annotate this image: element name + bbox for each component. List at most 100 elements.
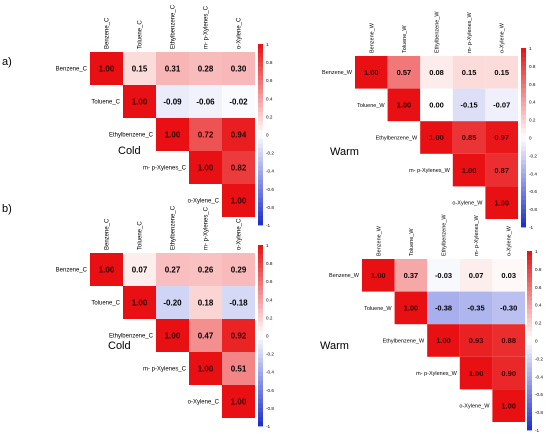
row-label: Ethylbenzene_C — [109, 334, 154, 340]
heatmap-cell — [452, 121, 486, 154]
colorbar-segment — [527, 313, 532, 319]
cell-value: 1.00 — [165, 331, 181, 340]
colorbar-segment — [521, 106, 526, 112]
colorbar-tick: -0.6 — [266, 187, 274, 192]
cell-value: 1.00 — [132, 97, 148, 106]
heatmap-cell — [189, 151, 222, 184]
cell-value: 1.00 — [132, 298, 148, 307]
heatmap-cell — [459, 291, 493, 325]
cell-value: 0.82 — [231, 163, 247, 172]
colorbar-segment — [521, 74, 526, 80]
colorbar-segment — [258, 330, 263, 336]
colorbar-segment — [521, 141, 526, 147]
colorbar-tick: -0.6 — [535, 392, 543, 397]
heatmap-cell — [492, 389, 525, 422]
heatmap-cell — [459, 259, 493, 292]
cell-value: 1.00 — [99, 265, 115, 274]
colorbar-segment — [521, 191, 526, 197]
colorbar-segment — [258, 290, 263, 296]
heatmap-cell — [452, 56, 486, 89]
heatmap-cell — [156, 319, 189, 352]
cell-value: -0.20 — [163, 298, 182, 307]
colorbar-tick: 0 — [529, 136, 532, 141]
heatmap-cell — [222, 286, 255, 319]
colorbar-segment — [527, 318, 532, 323]
column-label: Ethylbenzene_W — [435, 11, 441, 53]
colorbar-tick: -0.8 — [529, 207, 537, 212]
heatmap-cell — [485, 186, 518, 219]
heatmap-cell — [189, 286, 222, 319]
colorbar-tick: -0.2 — [266, 352, 274, 357]
colorbar-segment — [258, 340, 263, 345]
cell-value: -0.03 — [435, 271, 452, 280]
column-label: Toluene_C — [138, 20, 144, 49]
heatmap-cell — [222, 118, 255, 151]
colorbar-segment — [527, 349, 532, 355]
colorbar-segment — [527, 344, 532, 350]
cell-value: 0.37 — [404, 271, 419, 280]
row-label: m- p-Xylenes_C — [143, 367, 187, 373]
heatmap-cell — [156, 52, 189, 85]
cell-value: 0.18 — [198, 298, 214, 307]
row-label: Ethylbenzene_C — [109, 133, 154, 139]
colorbar-segment — [527, 403, 532, 409]
colorbar-segment — [527, 255, 532, 261]
heatmap-cell — [492, 259, 525, 292]
colorbar-segment — [258, 57, 263, 63]
cell-value: -0.38 — [435, 304, 452, 313]
colorbar-segment — [258, 321, 263, 327]
colorbar-segment — [258, 71, 263, 77]
colorbar-segment — [527, 251, 532, 256]
colorbar-segment — [521, 133, 526, 138]
colorbar-segment — [258, 202, 263, 208]
colorbar-segment — [258, 62, 263, 68]
heatmap-cell — [90, 253, 123, 286]
colorbar-segment — [527, 398, 532, 404]
cell-value: -0.15 — [461, 101, 478, 110]
heatmap-cell — [156, 253, 189, 286]
cell-value: 1.00 — [397, 101, 412, 110]
heatmap-cell — [427, 259, 460, 292]
heatmap-cell — [362, 259, 395, 292]
colorbar-tick: -0.6 — [266, 388, 274, 393]
row-label: o-Xylene_C — [188, 199, 220, 205]
cell-value: -0.06 — [196, 97, 215, 106]
column-label: Benzene_C — [105, 17, 111, 49]
colorbar-segment — [258, 349, 263, 354]
colorbar-segment — [258, 308, 263, 314]
colorbar-segment — [258, 398, 263, 404]
heatmap-cell — [222, 352, 255, 385]
column-label: Benzene_W — [369, 22, 375, 53]
cell-value: 1.00 — [198, 163, 214, 172]
colorbar-segment — [527, 327, 532, 332]
colorbar-segment — [258, 134, 263, 140]
colorbar-segment — [258, 403, 263, 409]
colorbar-tick: 1 — [529, 46, 532, 51]
colorbar-tick: -0.8 — [535, 410, 543, 415]
colorbar-segment — [258, 157, 263, 163]
cell-value: 0.07 — [132, 265, 148, 274]
colorbar-segment — [521, 200, 526, 206]
warm-label-a: Warm — [330, 146, 359, 158]
colorbar-segment — [521, 56, 526, 62]
colorbar-tick: 0.8 — [266, 261, 273, 266]
heatmap-cell — [222, 253, 255, 286]
colorbar-segment — [527, 425, 532, 431]
column-label: m- p-Xylenes_W — [467, 12, 473, 53]
cell-value: 0.51 — [231, 364, 247, 373]
colorbar-segment — [521, 110, 526, 116]
heatmap-cell — [427, 291, 460, 325]
heatmap-cell — [420, 121, 453, 154]
cell-value: 0.57 — [397, 68, 412, 77]
column-label: m- p-Xylenes_C — [204, 206, 210, 250]
cold-label-a: Cold — [118, 145, 141, 157]
cell-value: 0.94 — [231, 130, 247, 139]
colorbar-segment — [258, 98, 263, 104]
cell-value: 0.92 — [231, 331, 247, 340]
colorbar-segment — [527, 277, 532, 283]
colorbar-segment — [258, 254, 263, 259]
heatmap-cell — [90, 52, 123, 85]
cell-value: 0.29 — [231, 265, 247, 274]
